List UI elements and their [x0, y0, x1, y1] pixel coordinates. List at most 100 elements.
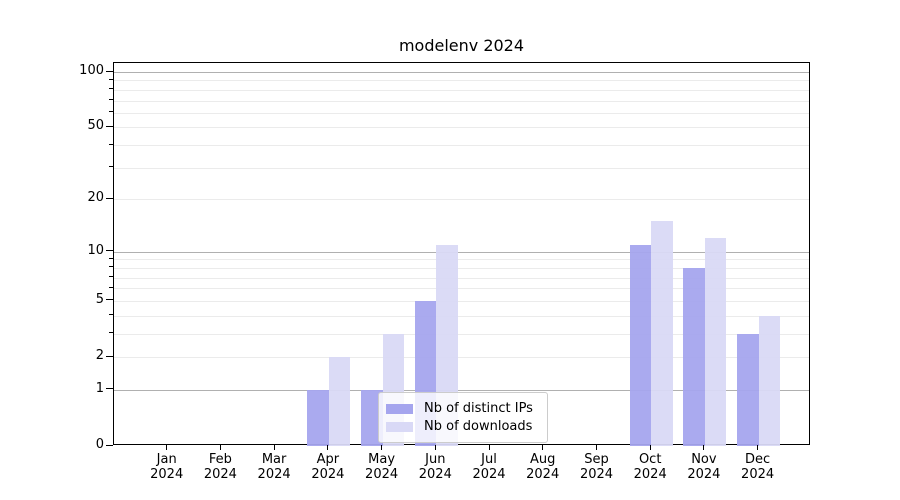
x-tick-year: 2024	[257, 467, 291, 482]
gridline-minor	[114, 145, 809, 147]
y-tick-label: 50	[87, 118, 104, 134]
gridline-minor	[114, 127, 809, 129]
gridline-major	[114, 389, 809, 391]
bar-distinct-ips-oct	[629, 244, 652, 446]
gridline-minor	[114, 357, 809, 358]
y-tick-label: 100	[79, 63, 104, 78]
gridline-major	[114, 251, 809, 253]
x-tick-year: 2024	[579, 467, 614, 482]
x-tick-year: 2024	[526, 467, 560, 482]
legend-item-distinct-ips: Nb of distinct IPs	[386, 401, 539, 416]
x-tick-year: 2024	[150, 467, 184, 482]
plot-area: Nb of distinct IPs Nb of downloads	[113, 62, 810, 446]
gridline-minor	[114, 315, 809, 317]
gridline-minor	[114, 259, 809, 261]
x-tick-label: Jul 2024	[457, 452, 521, 482]
y-minor-tick	[109, 257, 113, 259]
gridline-minor	[114, 112, 809, 114]
chart-title: modelenv 2024	[398, 36, 525, 55]
x-tick-label: Sep 2024	[565, 452, 629, 482]
x-tick-month: Apr	[316, 452, 340, 467]
x-tick	[219, 445, 221, 450]
legend-label-distinct-ips: Nb of distinct IPs	[424, 401, 533, 416]
x-tick-label: Nov 2024	[672, 452, 736, 482]
gridline-minor	[114, 167, 809, 169]
bar-distinct-ips-dec	[737, 333, 759, 446]
y-minor-tick	[109, 78, 113, 80]
gridline-minor	[114, 277, 809, 279]
x-tick-label: Feb 2024	[188, 452, 252, 482]
y-minor-tick	[109, 299, 113, 301]
y-tick-label: 2	[95, 348, 104, 363]
gridline-minor	[114, 300, 809, 302]
y-minor-tick	[109, 99, 113, 101]
legend-swatch-distinct-ips	[386, 403, 413, 414]
x-tick-year: 2024	[365, 467, 399, 482]
y-tick-label: 10	[87, 242, 104, 258]
y-minor-tick	[109, 276, 113, 277]
x-tick-label: Jan 2024	[135, 452, 199, 482]
gridline-minor	[114, 100, 809, 102]
x-tick-month: Aug	[529, 452, 556, 467]
x-tick-label: Aug 2024	[511, 452, 575, 482]
y-minor-tick	[109, 286, 113, 288]
legend: Nb of distinct IPs Nb of downloads	[378, 392, 548, 443]
x-tick	[703, 445, 705, 450]
x-tick-label: Oct 2024	[618, 452, 682, 482]
x-tick	[273, 445, 275, 450]
gridline-minor	[114, 89, 809, 91]
y-minor-tick	[109, 314, 113, 316]
x-tick	[649, 445, 651, 450]
y-tick-label: 1	[95, 380, 104, 396]
y-tick-label: 20	[87, 190, 104, 206]
x-tick-label: Jun 2024	[403, 452, 467, 482]
legend-swatch-downloads	[386, 421, 413, 432]
x-tick-year: 2024	[418, 467, 452, 482]
gridline-minor	[114, 288, 809, 290]
x-tick	[488, 445, 490, 450]
x-tick	[434, 445, 436, 450]
y-minor-tick	[109, 197, 113, 199]
x-tick-month: Dec	[745, 452, 771, 467]
x-tick-year: 2024	[203, 467, 237, 482]
gridline-major	[114, 72, 809, 73]
y-minor-tick	[109, 143, 113, 145]
bar-downloads-dec	[758, 315, 781, 446]
bar-distinct-ips-nov	[683, 267, 705, 446]
y-tick	[106, 70, 113, 72]
gridline-minor	[114, 333, 809, 335]
x-tick-month: Jul	[481, 452, 497, 467]
x-tick-year: 2024	[472, 467, 506, 482]
x-tick	[542, 445, 544, 450]
x-tick-year: 2024	[311, 467, 345, 482]
x-tick-label: Mar 2024	[242, 452, 306, 482]
gridline-minor	[114, 80, 809, 82]
y-tick	[106, 388, 113, 390]
y-tick-label: 0	[95, 437, 104, 452]
gridline-minor	[114, 199, 809, 201]
y-minor-tick	[109, 166, 113, 168]
x-tick	[596, 445, 597, 450]
x-tick	[757, 445, 759, 450]
bar-distinct-ips-apr	[307, 389, 329, 446]
x-tick-label: Dec 2024	[726, 452, 790, 482]
gridline-minor	[114, 267, 809, 269]
y-minor-tick	[109, 332, 113, 334]
y-minor-tick	[109, 111, 113, 113]
legend-item-downloads: Nb of downloads	[386, 419, 539, 434]
x-tick-month: Mar	[261, 452, 287, 467]
y-minor-tick	[109, 266, 113, 268]
x-tick-label: Apr 2024	[296, 452, 360, 482]
x-tick-month: Sep	[584, 452, 609, 467]
x-tick-year: 2024	[687, 467, 721, 482]
y-tick	[106, 444, 113, 446]
bar-downloads-oct	[651, 221, 673, 446]
x-tick-label: May 2024	[350, 452, 414, 482]
x-tick-year: 2024	[741, 467, 775, 482]
x-tick	[327, 445, 329, 450]
x-tick-month: Jan	[156, 452, 177, 467]
bar-downloads-nov	[704, 238, 727, 446]
y-tick-label: 5	[95, 291, 104, 307]
bar-distinct-ips-may	[361, 389, 383, 446]
